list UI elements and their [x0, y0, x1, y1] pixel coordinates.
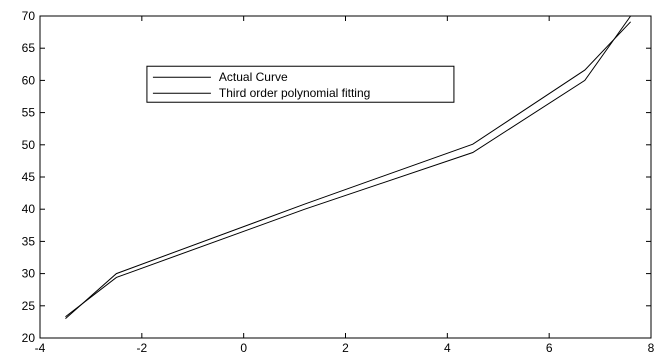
legend-box — [146, 65, 455, 103]
y-tick-label: 65 — [22, 41, 36, 55]
x-tick-label: 2 — [342, 341, 349, 353]
x-tick-label: -2 — [136, 341, 147, 353]
x-tick-label: 6 — [546, 341, 553, 353]
y-tick-label: 45 — [22, 170, 36, 184]
x-tick-label: 8 — [648, 341, 655, 353]
y-tick-label: 40 — [22, 202, 36, 216]
y-tick-label: 30 — [22, 267, 36, 281]
series-line-1 — [65, 21, 631, 320]
y-tick-label: 70 — [22, 9, 36, 23]
series-line-2 — [65, 15, 632, 318]
x-tick-label: -4 — [35, 341, 46, 353]
y-tick-label: 20 — [22, 331, 36, 345]
y-tick-label: 25 — [22, 299, 36, 313]
x-tick-label: 0 — [240, 341, 247, 353]
y-tick-label: 55 — [22, 106, 36, 120]
legend: Actual Curve Third order polynomial fitti… — [146, 65, 455, 103]
y-tick-label: 35 — [22, 234, 36, 248]
axis-layer: -4 -2 0 2 4 6 8 20 25 30 35 40 45 50 55 60 65 70 — [22, 9, 655, 353]
series-layer — [65, 15, 632, 320]
y-tick-label: 60 — [22, 73, 36, 87]
legend-label-1: Actual Curve — [219, 70, 288, 84]
x-tick-label: 4 — [444, 341, 451, 353]
y-tick-label: 50 — [22, 138, 36, 152]
legend-label-2: Third order polynomial fitting — [219, 86, 370, 100]
